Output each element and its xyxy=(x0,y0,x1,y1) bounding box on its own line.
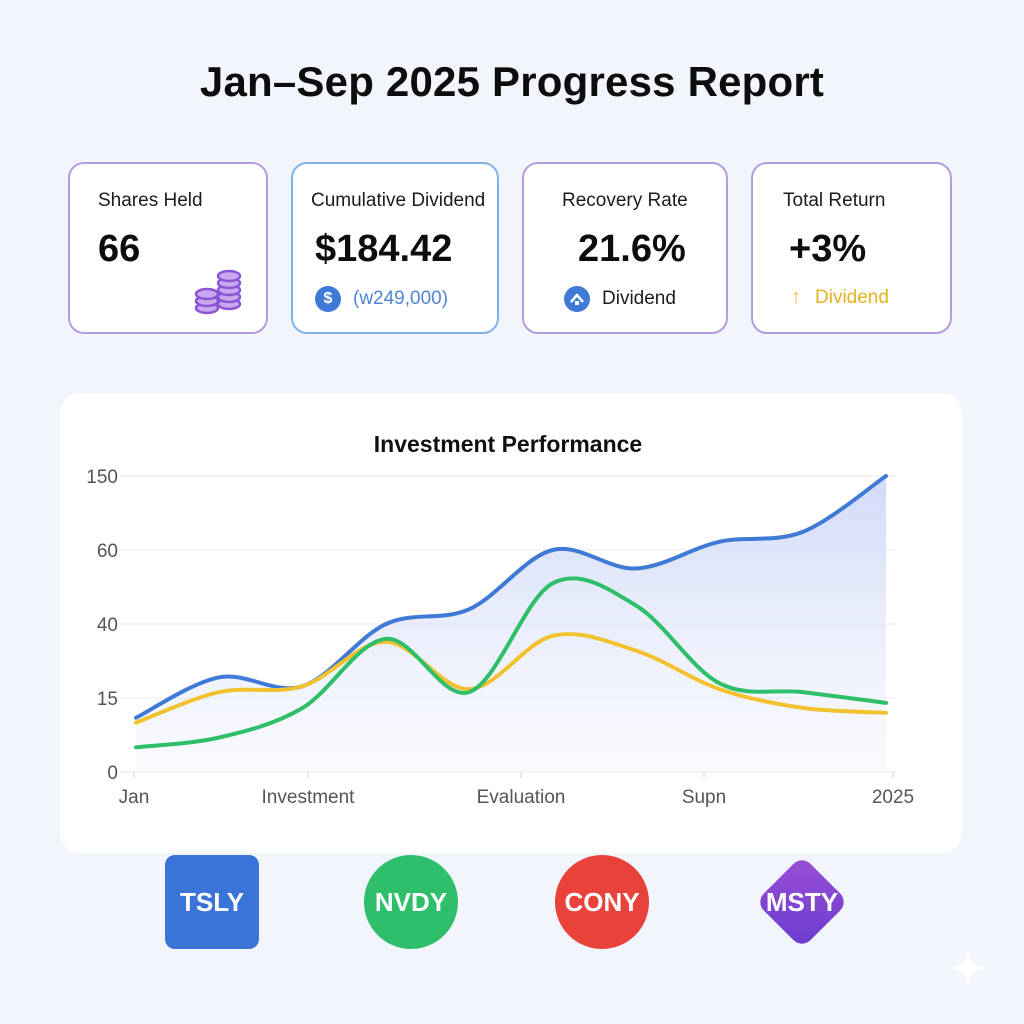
y-tick-label: 40 xyxy=(97,615,118,636)
cumulative-dividend-card: Cumulative Dividend $184.42 $ (w249,000) xyxy=(291,162,499,334)
card-value: 21.6% xyxy=(578,228,686,270)
y-tick-label: 150 xyxy=(86,467,118,488)
series-line-green xyxy=(134,576,888,750)
ticker-label: CONY xyxy=(564,886,640,917)
card-value: $184.42 xyxy=(315,228,453,270)
card-sub: $ (w249,000) xyxy=(315,286,448,312)
card-sub: ↑ Dividend xyxy=(791,286,889,309)
x-tick-label: Evaluation xyxy=(477,787,566,808)
ticker-label: MSTY xyxy=(765,886,839,917)
x-tick-label: Supn xyxy=(682,787,726,808)
y-tick-label: 0 xyxy=(107,763,118,784)
coins-icon xyxy=(194,269,242,315)
ticker-label: TSLY xyxy=(179,886,245,917)
ticker-badge-cony[interactable]: CONY xyxy=(555,855,649,949)
card-label: Shares Held xyxy=(98,190,203,211)
card-label: Total Return xyxy=(783,190,886,211)
series-line-yellow xyxy=(134,632,888,725)
total-return-card: Total Return +3% ↑ Dividend xyxy=(751,162,952,334)
card-sub-text: Dividend xyxy=(815,286,889,308)
up-arrow-icon: ↑ xyxy=(791,286,801,308)
ticker-badge-tsly[interactable]: TSLY xyxy=(165,855,259,949)
shares-held-card: Shares Held 66 xyxy=(68,162,268,334)
card-sub-text: (w249,000) xyxy=(353,288,449,309)
sparkle-icon xyxy=(948,948,988,988)
x-tick-label: Investment xyxy=(262,787,356,808)
page-title: Jan–Sep 2025 Progress Report xyxy=(199,58,825,105)
x-tick-label: Jan xyxy=(119,787,150,808)
card-value: +3% xyxy=(789,228,867,270)
y-tick-label: 60 xyxy=(97,541,118,562)
recovery-rate-card: Recovery Rate 21.6% Dividend xyxy=(522,162,728,334)
series-line-blue xyxy=(134,474,888,720)
x-tick-label: 2025 xyxy=(872,787,914,808)
ticker-label: NVDY xyxy=(374,886,448,917)
dollar-icon: $ xyxy=(315,286,341,312)
ticker-badge-msty[interactable]: MSTY xyxy=(755,855,849,949)
up-circle-icon xyxy=(564,286,590,312)
ticker-badge-nvdy[interactable]: NVDY xyxy=(364,855,458,949)
chart-title: Investment Performance xyxy=(374,431,642,457)
card-sub: Dividend xyxy=(564,286,676,312)
card-label: Cumulative Dividend xyxy=(311,190,486,211)
card-label: Recovery Rate xyxy=(562,190,688,211)
card-value: 66 xyxy=(98,228,141,270)
y-tick-label: 15 xyxy=(97,689,118,710)
card-sub-text: Dividend xyxy=(602,288,676,309)
